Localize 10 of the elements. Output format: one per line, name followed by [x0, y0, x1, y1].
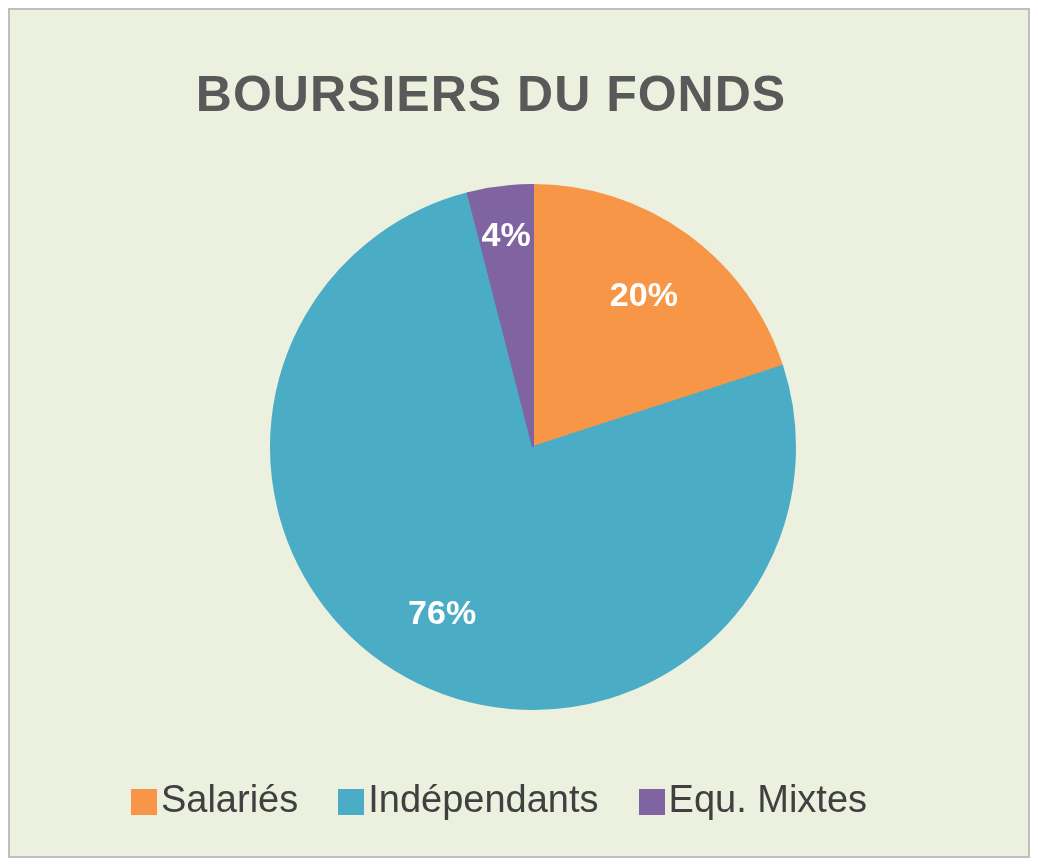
pie-slice [466, 184, 534, 448]
data-label: 4% [481, 214, 531, 253]
legend-label: Salariés [160, 778, 299, 820]
legend-label: Equ. Mixtes [668, 778, 868, 820]
data-label: 20% [609, 275, 678, 314]
data-label: 76% [408, 593, 477, 632]
pie-slice [532, 184, 784, 448]
chart-title: BOURSIERS DU FONDS [194, 65, 788, 123]
legend-label: Indépendants [368, 778, 599, 820]
pie-slice [270, 192, 796, 710]
